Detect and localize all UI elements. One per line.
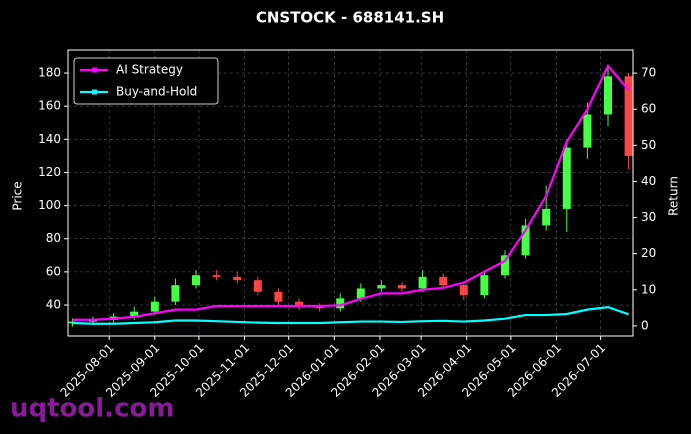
candle-body bbox=[212, 275, 221, 277]
y2-tick-label: 40 bbox=[641, 174, 656, 188]
return-line bbox=[72, 63, 630, 321]
candle-body bbox=[521, 225, 530, 256]
legend: AI Strategy Buy-and-Hold bbox=[73, 57, 219, 105]
legend-label: AI Strategy bbox=[116, 63, 183, 77]
legend-marker bbox=[92, 67, 97, 73]
legend-box bbox=[73, 57, 219, 105]
candle-body bbox=[253, 280, 262, 292]
legend-label: Buy-and-Hold bbox=[116, 85, 197, 99]
y2-tick-label: 0 bbox=[641, 318, 649, 332]
y2-tick-label: 50 bbox=[641, 138, 656, 152]
plot-frame bbox=[67, 49, 634, 337]
watermark: uqtool.com bbox=[10, 394, 174, 424]
candle-body bbox=[439, 276, 448, 286]
y2-tick-label: 30 bbox=[641, 210, 656, 224]
candle-body bbox=[583, 114, 592, 148]
y2-tick-label: 20 bbox=[641, 246, 656, 260]
candle-body bbox=[418, 276, 427, 289]
y-tick-label: 60 bbox=[46, 264, 61, 278]
candle-body bbox=[624, 76, 633, 156]
candle-body bbox=[68, 321, 77, 324]
chart-title: CNSTOCK - 688141.SH bbox=[256, 9, 444, 27]
y2-tick-label: 60 bbox=[641, 102, 656, 116]
candle-body bbox=[274, 291, 283, 302]
y2-axis-label: Return bbox=[667, 176, 681, 216]
candle-body bbox=[315, 306, 324, 309]
candle-body bbox=[233, 276, 242, 281]
y-tick-label: 40 bbox=[46, 298, 61, 312]
y2-tick-label: 70 bbox=[641, 66, 656, 80]
y-tick-label: 100 bbox=[38, 198, 61, 212]
candle-body bbox=[459, 285, 468, 296]
candle-body bbox=[500, 255, 509, 276]
candle-body bbox=[377, 285, 386, 289]
candle-body bbox=[603, 76, 612, 115]
candle-body bbox=[480, 275, 489, 296]
y-tick-label: 160 bbox=[38, 99, 61, 113]
y-axis-label: Price bbox=[11, 181, 25, 210]
candle-body bbox=[192, 275, 201, 286]
candle-body bbox=[171, 285, 180, 302]
candle-body bbox=[397, 285, 406, 289]
y-tick-label: 120 bbox=[38, 165, 61, 179]
return-line bbox=[72, 305, 629, 325]
candle-body bbox=[150, 301, 159, 312]
candle-body bbox=[356, 288, 365, 299]
candle-body bbox=[336, 298, 345, 309]
candle-body bbox=[130, 311, 139, 317]
legend-marker bbox=[92, 89, 97, 95]
candle-body bbox=[562, 147, 571, 209]
y-tick-label: 80 bbox=[46, 231, 61, 245]
candle-body bbox=[542, 208, 551, 226]
y-tick-label: 140 bbox=[38, 132, 61, 146]
y-tick-label: 180 bbox=[38, 66, 61, 80]
candle-body bbox=[295, 301, 304, 307]
y2-tick-label: 10 bbox=[641, 282, 656, 296]
